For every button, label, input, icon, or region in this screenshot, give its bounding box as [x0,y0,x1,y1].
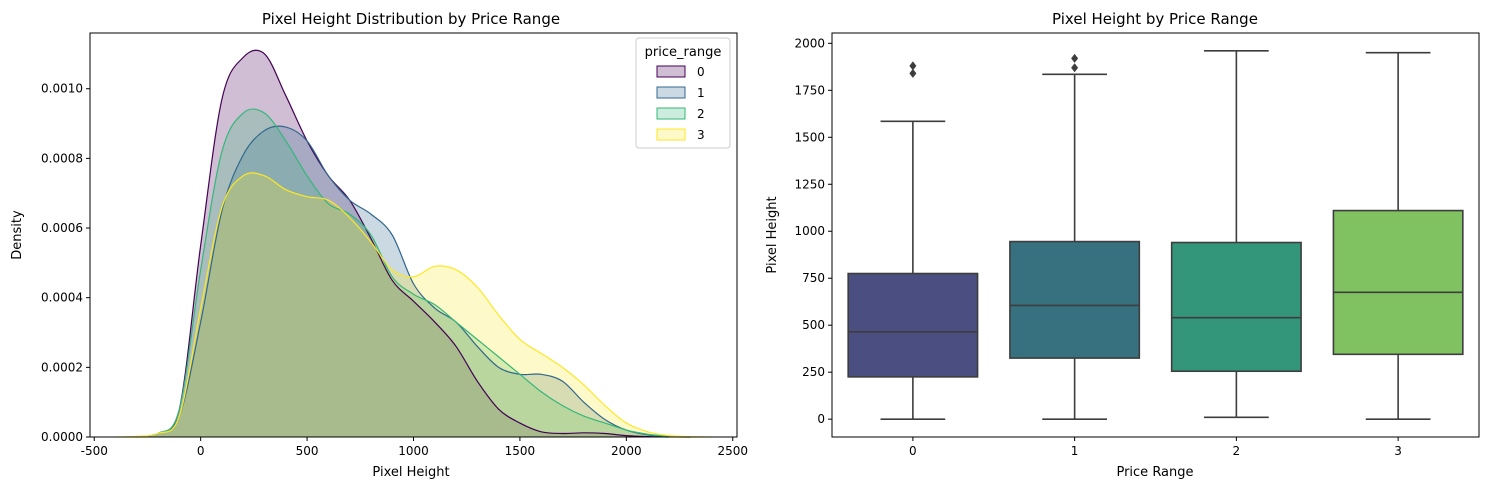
y-tick-label: 0.0010 [41,82,83,96]
x-tick-label: 1500 [505,444,536,458]
box-plot-frame [831,32,1480,438]
legend-label-1: 1 [697,86,705,100]
legend-title: price_range [645,45,722,60]
density-line-0 [136,49,669,438]
x-tick-label: 2500 [717,444,748,458]
x-tick-label: 2 [1233,444,1241,458]
y-tick-label: 2000 [794,36,825,50]
y-tick-label: 1500 [794,130,825,144]
density-legend: price_range 0 1 2 3 [635,37,731,149]
box-x-axis-label: Price Range [1116,465,1193,480]
density-fill-0 [136,50,669,437]
legend-swatch-2 [656,107,686,120]
box-y-axis-label: Pixel Height [765,196,780,273]
y-tick-label: 1250 [794,177,825,191]
y-tick-label: 500 [802,318,825,332]
x-tick-label: 2000 [611,444,642,458]
outlier-point [909,61,917,71]
y-tick-label: 250 [802,365,825,379]
x-tick-label: 0 [909,444,917,458]
legend-swatch-3 [656,128,686,141]
box-chart-title: Pixel Height by Price Range [1052,10,1258,28]
x-tick-label: 500 [296,444,319,458]
box-0 [847,61,979,420]
density-plot-area [115,49,712,438]
y-tick-label: 0 [817,412,825,426]
x-tick-label: 1 [1071,444,1079,458]
legend-label-3: 3 [697,128,705,142]
x-tick-label: 0 [197,444,205,458]
density-line-3 [115,172,712,438]
density-x-axis-label: Pixel Height [372,465,449,480]
iqr-box [1332,209,1464,356]
legend-label-2: 2 [697,107,705,121]
outlier-point [1071,53,1079,63]
iqr-box [1009,240,1141,359]
outlier-point [1071,63,1079,73]
iqr-box [847,272,979,378]
density-y-axis-label: Density [10,210,25,260]
x-tick-label: 3 [1394,444,1402,458]
box-plot-area [847,50,1464,420]
box-1 [1009,53,1141,420]
legend-label-0: 0 [697,65,705,79]
box-2 [1170,50,1302,419]
y-tick-label: 0.0000 [41,430,83,444]
outlier-point [909,68,917,78]
legend-swatch-0 [656,65,686,78]
x-tick-label: -500 [81,444,108,458]
density-fill-2 [136,108,691,438]
box-x-ticks: 0 1 2 3 [909,437,1402,458]
iqr-box [1170,241,1302,373]
y-tick-label: 750 [802,271,825,285]
box-3 [1332,51,1464,420]
y-tick-label: 1000 [794,224,825,238]
y-tick-label: 0.0008 [41,151,83,165]
y-tick-label: 0.0004 [41,291,83,305]
legend-swatch-1 [656,86,686,99]
density-line-1 [136,125,691,438]
density-chart-title: Pixel Height Distribution by Price Range [262,10,560,28]
density-fill-1 [136,126,691,438]
density-x-ticks: -500 0 500 1000 1500 2000 2500 [81,437,748,458]
x-tick-label: 1000 [398,444,429,458]
density-chart: Pixel Height Distribution by Price Range… [10,10,748,480]
y-tick-label: 0.0002 [41,360,83,374]
density-y-ticks: 0.0000 0.0002 0.0004 0.0006 0.0008 0.0010 [41,82,90,444]
box-chart: Pixel Height by Price Range 0 1 2 3 0 250 500… [765,10,1480,480]
y-tick-label: 0.0006 [41,221,83,235]
density-fill-3 [115,172,712,437]
y-tick-label: 1750 [794,83,825,97]
box-y-ticks: 0 250 500 750 1000 1250 1500 1750 2000 [794,36,832,426]
density-line-2 [136,108,691,438]
